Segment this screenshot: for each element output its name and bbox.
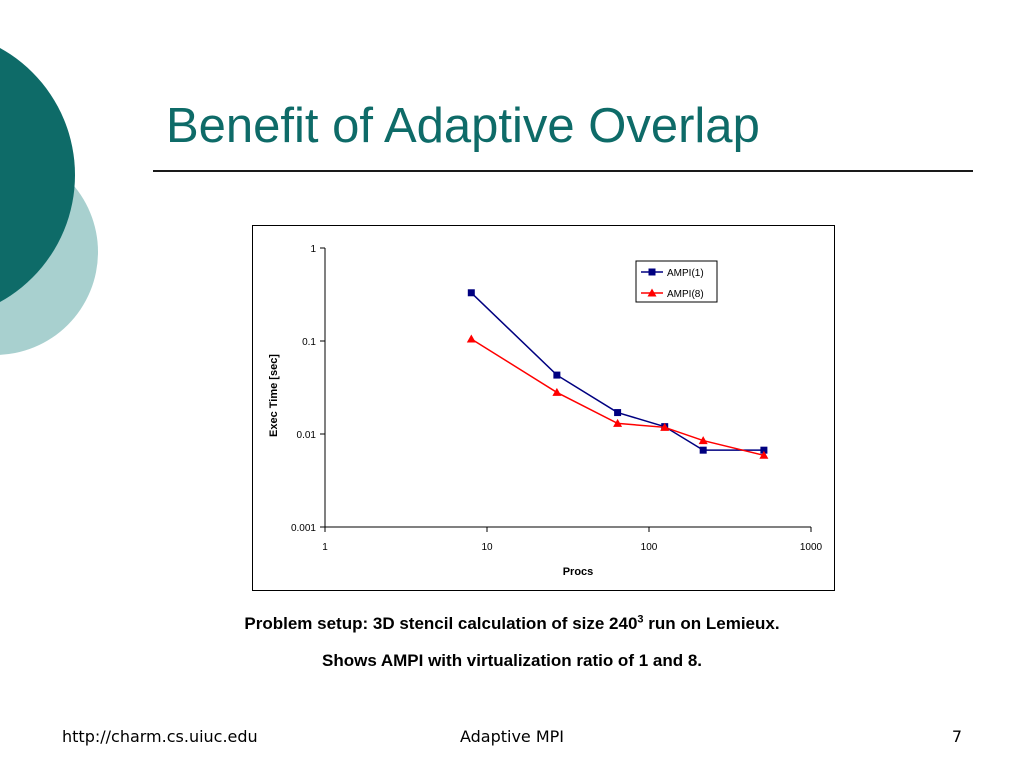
caption-line1-superscript: 3 xyxy=(637,613,644,626)
series-2-line xyxy=(470,338,765,457)
legend-swatch-marker xyxy=(647,288,657,297)
caption-line1-tail: run on Lemieux. xyxy=(643,614,780,633)
decorative-circles xyxy=(0,0,110,420)
series-1-point xyxy=(553,371,561,379)
series-2-point xyxy=(552,387,562,396)
legend-label-1: AMPI(1) xyxy=(667,268,704,279)
series-1 xyxy=(467,289,768,454)
series-2-point xyxy=(613,418,623,427)
series-1-point xyxy=(699,446,707,454)
series-2-point xyxy=(660,422,670,431)
y-axis-label: Exec Time [sec] xyxy=(268,354,280,437)
x-tick-label: 100 xyxy=(641,542,658,553)
slide-title: Benefit of Adaptive Overlap xyxy=(166,99,760,153)
series-1-point xyxy=(614,409,622,417)
series-2 xyxy=(466,334,769,459)
series-1-point xyxy=(760,446,768,454)
title-divider xyxy=(153,170,973,172)
series-1-point xyxy=(467,289,475,297)
legend-label-2: AMPI(8) xyxy=(667,289,704,300)
slide-number: 7 xyxy=(951,727,962,746)
x-tick-label: 1000 xyxy=(800,542,823,553)
x-tick-label: 10 xyxy=(481,542,493,553)
chart-frame: 1 0.1 0.01 0.001 1 10 100 1000 Procs Exec Time [s… xyxy=(252,225,835,591)
y-tick-label: 0.1 xyxy=(302,337,316,348)
deco-circle-dark xyxy=(0,48,75,302)
footer-title: Adaptive MPI xyxy=(459,727,565,746)
x-tick-label: 1 xyxy=(322,542,328,553)
caption-description: Shows AMPI with virtualization ratio of … xyxy=(321,651,703,670)
series-2-point xyxy=(759,450,769,459)
series-2-point xyxy=(698,436,708,445)
x-axis-label: Procs xyxy=(563,566,594,578)
chart-legend: AMPI(1) AMPI(8) xyxy=(635,260,718,303)
caption-problem-setup: Problem setup: 3D stencil calculation of… xyxy=(0,614,1024,634)
caption-line1-text: Problem setup: 3D stencil calculation of… xyxy=(244,614,638,633)
series-1-line xyxy=(470,292,764,451)
series-2-point xyxy=(466,334,476,343)
y-tick-label: 0.01 xyxy=(297,430,317,441)
footer-url: http://charm.cs.uiuc.edu xyxy=(62,727,258,746)
chart: 1 0.1 0.01 0.001 1 10 100 1000 Procs Exec Time [s… xyxy=(268,244,823,578)
legend-swatch-marker xyxy=(648,268,656,276)
y-tick-label: 0.001 xyxy=(291,523,316,534)
y-tick-label: 1 xyxy=(310,244,316,255)
